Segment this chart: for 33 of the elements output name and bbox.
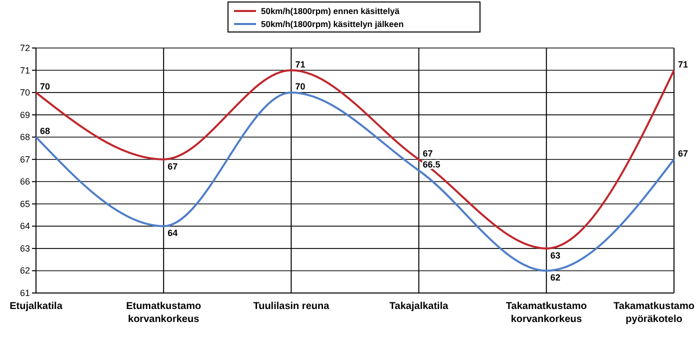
x-tick-label: Tuulilasin reuna [253,301,330,312]
legend-label: 50km/h(1800rpm) käsittelyn jälkeen [261,19,404,29]
data-label: 62 [550,272,560,283]
x-tick-label: Takajalkatila [389,301,449,312]
y-tick-label: 62 [20,266,30,276]
y-tick-label: 65 [20,198,30,209]
x-tick-label: Etujalkatila [10,301,63,312]
data-label: 68 [40,126,50,136]
x-tick-label: Etumatkustamo korvankorkeus [126,301,202,325]
y-tick-label: 69 [20,110,30,120]
data-label: 70 [40,82,50,92]
y-tick-label: 66 [20,176,30,187]
data-label: 70 [295,82,306,92]
y-tick-label: 67 [20,154,30,164]
y-tick-label: 71 [20,65,30,76]
data-label: 71 [678,59,688,70]
data-label: 67 [422,148,433,158]
data-label: 67 [168,161,178,172]
line-series [35,92,675,272]
y-tick-label: 70 [20,88,30,98]
legend-label: 50km/h(1800rpm) ennen käsittelyä [261,6,400,16]
data-label: 63 [550,250,560,260]
x-tick-label: Takamatkustamo pyöräkotelo [614,301,694,325]
data-label: 71 [295,59,306,70]
line-series [35,69,675,250]
x-tick-label: Takamatkustamo korvankorkeus [506,301,587,325]
y-tick-label: 72 [20,43,30,53]
y-tick-label: 63 [20,243,30,254]
y-tick-label: 64 [20,221,30,232]
data-label: 64 [168,228,178,238]
y-tick-label: 68 [20,132,30,142]
y-tick-label: 61 [20,288,30,298]
data-label: 67 [678,148,688,158]
